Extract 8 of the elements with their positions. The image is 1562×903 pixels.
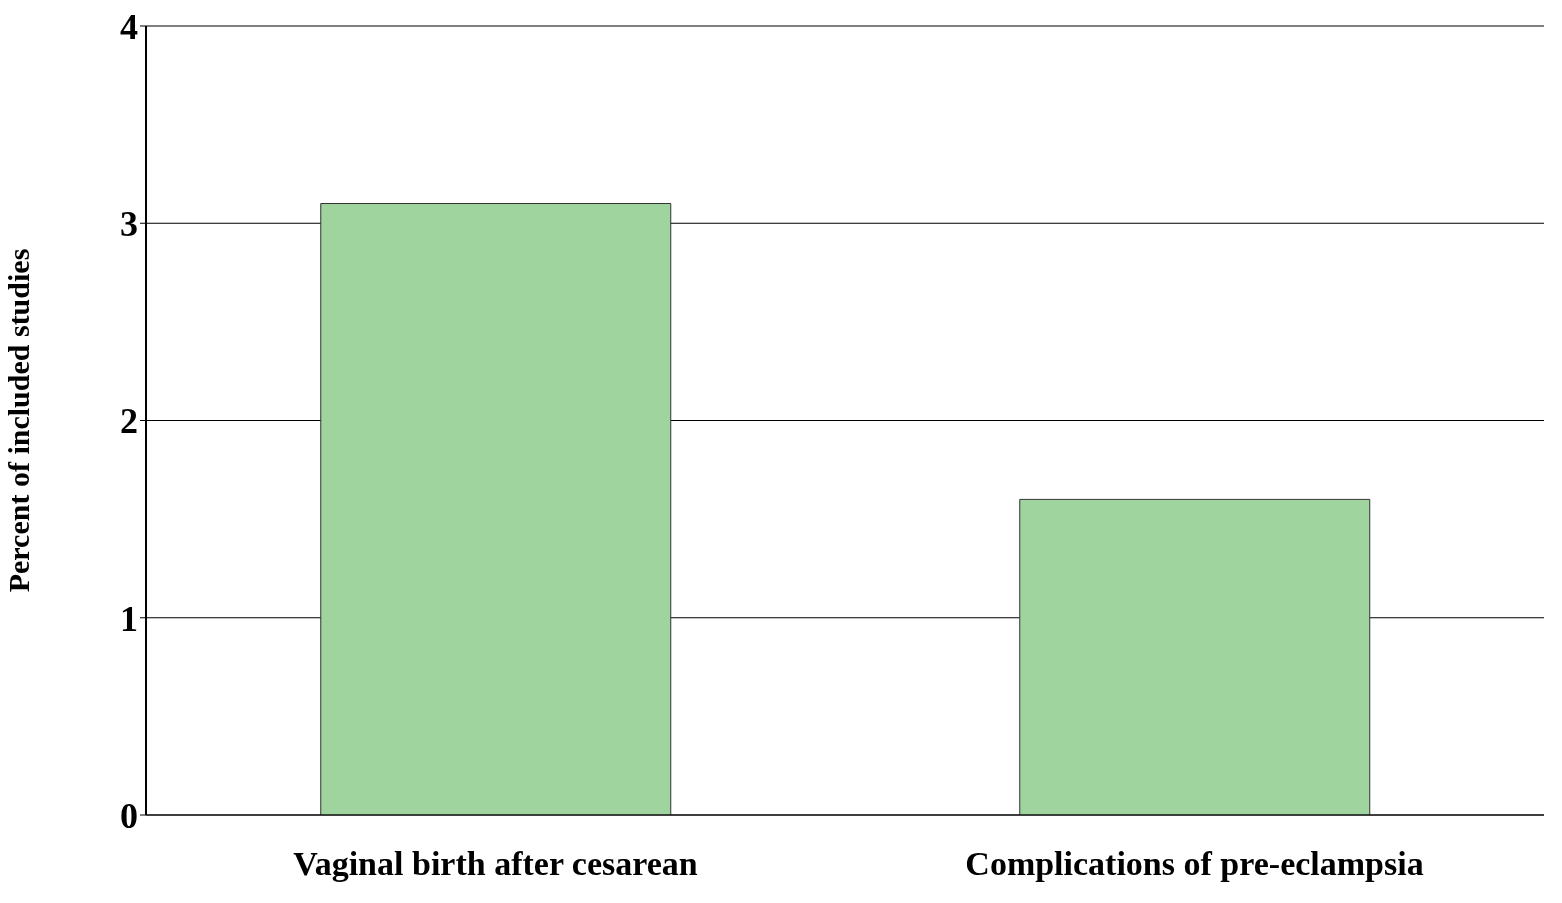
y-tick-label: 2	[120, 401, 138, 442]
y-tick-label: 1	[120, 598, 138, 639]
y-tick-label: 4	[120, 6, 138, 47]
y-axis-title: Percent of included studies	[1, 248, 35, 593]
x-tick-label: Vaginal birth after cesarean	[293, 845, 698, 883]
y-tick-label: 0	[120, 795, 138, 836]
x-tick-label: Complications of pre-eclampsia	[965, 845, 1424, 883]
y-tick-label: 3	[120, 204, 138, 245]
